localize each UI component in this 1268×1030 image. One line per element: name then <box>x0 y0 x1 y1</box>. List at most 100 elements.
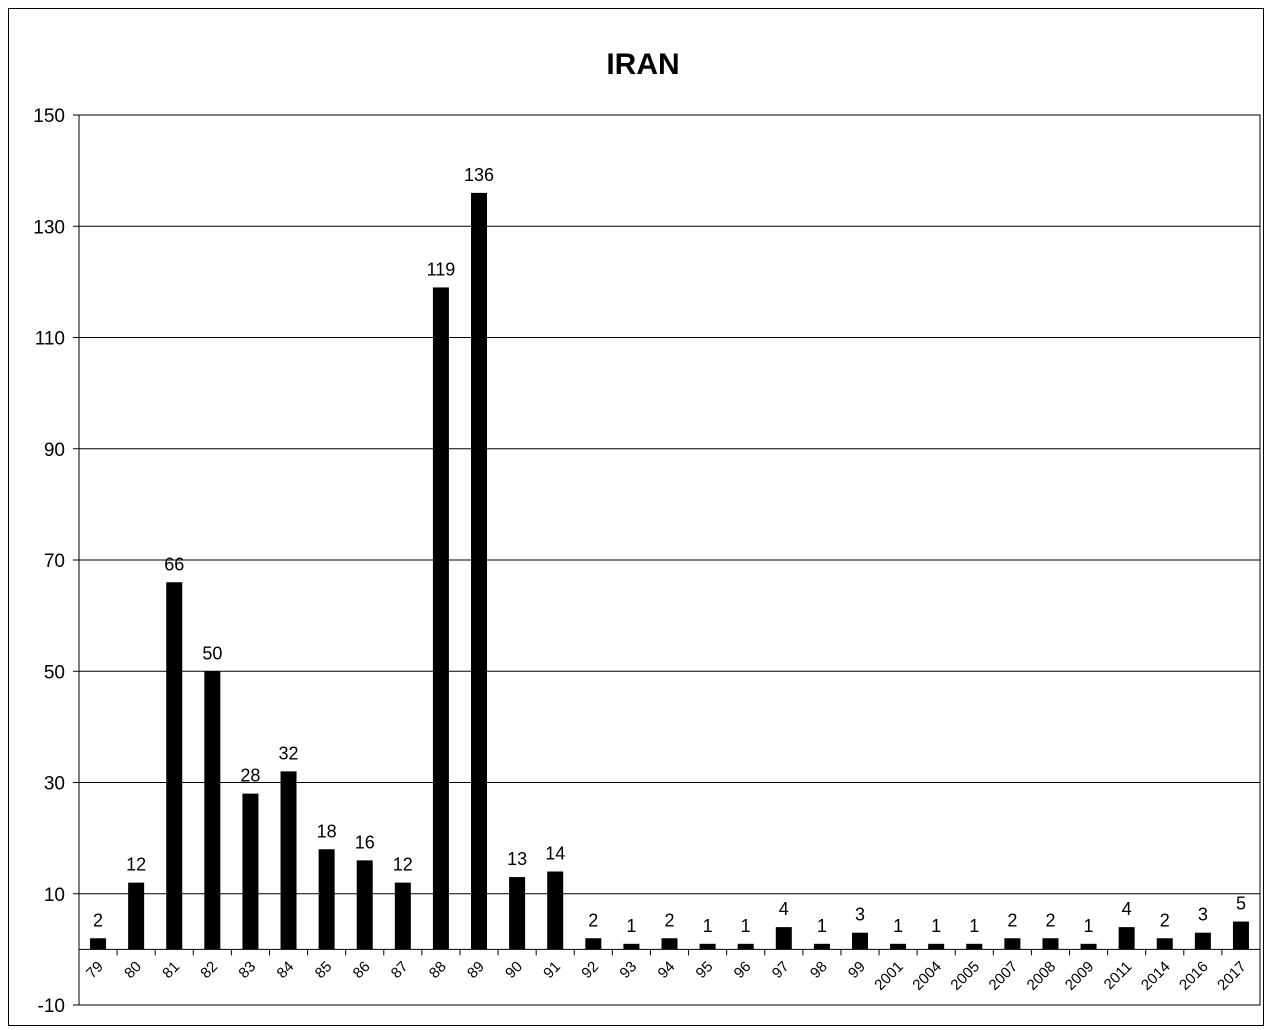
bar <box>813 943 830 950</box>
x-tick-label: 94 <box>655 958 679 982</box>
data-label: 2 <box>1045 910 1055 930</box>
data-label: 4 <box>779 899 789 919</box>
x-tick-label: 83 <box>235 958 259 982</box>
y-tick-label: 150 <box>33 106 65 127</box>
x-tick-label: 2004 <box>909 958 945 994</box>
data-label: 18 <box>317 821 337 841</box>
bar <box>737 943 754 950</box>
data-label: 32 <box>279 743 299 763</box>
bar <box>204 671 221 950</box>
bar <box>928 943 945 950</box>
x-tick-label: 86 <box>350 958 374 982</box>
bar <box>509 877 526 950</box>
x-tick-label: 99 <box>845 958 869 982</box>
plot-area-border <box>78 114 1261 1006</box>
bar <box>280 771 297 950</box>
y-tick-label: 110 <box>35 329 65 350</box>
data-label: 4 <box>1122 899 1132 919</box>
x-tick-label: 2014 <box>1138 958 1174 994</box>
bar <box>547 871 564 950</box>
bar <box>128 882 145 950</box>
bar <box>394 882 411 950</box>
x-tick-label: 93 <box>616 958 640 982</box>
y-tick-label: 10 <box>44 885 65 906</box>
y-tick-label: 90 <box>44 440 65 461</box>
x-tick-label: 2016 <box>1176 958 1212 994</box>
data-label: 14 <box>545 844 565 864</box>
x-tick-label: 80 <box>121 958 145 982</box>
data-label: 2 <box>664 910 674 930</box>
x-tick-label: 2017 <box>1214 958 1250 994</box>
x-tick-label: 92 <box>578 958 602 982</box>
data-label: 119 <box>427 259 456 279</box>
x-tick-label: 2008 <box>1024 958 1060 994</box>
x-tick-label: 88 <box>426 958 450 982</box>
bar <box>661 938 678 950</box>
chart-title: IRAN <box>606 48 679 81</box>
x-tick-label: 97 <box>769 958 793 982</box>
bar <box>1042 938 1059 950</box>
y-tick-label: -10 <box>38 996 65 1017</box>
bar <box>471 192 488 950</box>
x-tick-label: 2001 <box>871 958 907 994</box>
x-tick-label: 2007 <box>986 958 1022 994</box>
bar <box>851 932 868 950</box>
data-label: 5 <box>1236 894 1246 914</box>
data-label: 2 <box>93 910 103 930</box>
y-tick-label: 70 <box>44 551 65 572</box>
data-label: 3 <box>855 905 865 925</box>
data-label: 2 <box>1007 910 1017 930</box>
x-tick-label: 2005 <box>947 958 983 994</box>
x-tick-label: 96 <box>731 958 755 982</box>
data-label: 136 <box>464 165 494 185</box>
x-tick-label: 87 <box>388 958 412 982</box>
bar <box>1004 938 1021 950</box>
y-tick-label: 130 <box>33 217 65 238</box>
x-tick-label: 89 <box>464 958 488 982</box>
bar <box>775 927 792 950</box>
data-label: 13 <box>507 849 527 869</box>
data-label: 1 <box>1084 916 1094 936</box>
data-label: 1 <box>817 916 827 936</box>
data-label: 1 <box>893 916 903 936</box>
bars <box>90 192 1249 950</box>
y-tick-label: 30 <box>44 774 65 795</box>
x-tick-label: 81 <box>159 958 183 982</box>
data-label: 1 <box>931 916 941 936</box>
bar <box>318 849 335 950</box>
data-label: 1 <box>969 916 979 936</box>
bar <box>585 938 602 950</box>
gridlines <box>73 114 1261 1006</box>
bar <box>356 860 373 950</box>
x-tick-label: 79 <box>83 958 107 982</box>
data-label: 2 <box>1160 910 1170 930</box>
bar <box>890 943 907 950</box>
y-tick-label: 50 <box>44 662 65 683</box>
bar <box>242 793 259 950</box>
bar <box>166 582 183 950</box>
data-label: 1 <box>703 916 713 936</box>
bar <box>1194 932 1211 950</box>
data-label: 1 <box>741 916 751 936</box>
x-tick-label: 98 <box>807 958 831 982</box>
x-tick-label: 84 <box>274 958 298 982</box>
x-tick-label: 91 <box>540 958 564 982</box>
bar <box>1156 938 1173 950</box>
data-label: 66 <box>164 554 184 574</box>
data-label: 16 <box>355 832 375 852</box>
bar <box>699 943 716 950</box>
data-label: 12 <box>393 855 413 875</box>
x-axis-ticks: 79 80 81 82 83 84 85 86 87 88 89 90 91 92 93 94 95 96 97 98… <box>83 958 1250 994</box>
bar <box>623 943 640 950</box>
x-tick-label: 82 <box>197 958 221 982</box>
bar <box>1080 943 1097 950</box>
data-label: 3 <box>1198 905 1208 925</box>
x-tick-label: 85 <box>312 958 336 982</box>
bar <box>432 287 449 950</box>
data-label: 12 <box>126 855 146 875</box>
bar <box>1118 927 1135 950</box>
bar <box>966 943 983 950</box>
x-tick-label: 90 <box>502 958 526 982</box>
